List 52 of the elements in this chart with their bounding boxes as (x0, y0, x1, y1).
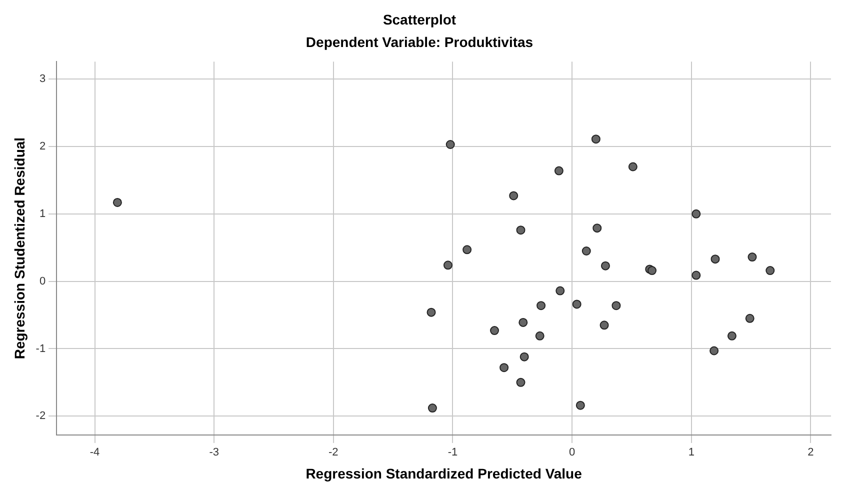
point (535, 331, 544, 340)
x-tick-label: -2 (328, 446, 338, 459)
point (112, 198, 122, 207)
x-axis-title: Regression Standardized Predicted Value (306, 465, 582, 482)
point (692, 270, 701, 280)
point (591, 134, 600, 144)
point (766, 266, 775, 276)
y-tick-label: 3 (39, 73, 46, 86)
point (490, 326, 500, 336)
point (428, 404, 437, 413)
point (556, 286, 565, 296)
point (443, 260, 452, 270)
point (727, 331, 736, 340)
point (582, 246, 591, 256)
point (692, 209, 701, 218)
point (509, 191, 518, 200)
point (520, 352, 529, 362)
point (576, 400, 585, 410)
point (745, 314, 754, 323)
point (518, 318, 528, 327)
point (500, 363, 509, 372)
point (554, 166, 564, 176)
chart-subtitle: Dependent Variable: Produktivitas (306, 34, 534, 50)
x-tick-label: -1 (448, 446, 458, 459)
point (516, 378, 526, 387)
y-tick-label: 1 (39, 208, 46, 220)
x-tick-label: -4 (90, 446, 100, 459)
x-tick-label: 2 (808, 446, 814, 459)
x-tick-label: -3 (209, 446, 219, 459)
point (612, 301, 621, 310)
point (648, 266, 657, 276)
point (710, 254, 720, 264)
point (446, 140, 455, 150)
y-tick-label: -2 (36, 410, 46, 422)
y-tick-label: -1 (36, 342, 46, 355)
point (710, 346, 719, 356)
y-tick-label: 2 (39, 140, 46, 153)
chart-title: Scatterplot (382, 11, 456, 28)
point (536, 301, 546, 310)
point (572, 300, 582, 309)
y-tick-label: 0 (39, 275, 46, 288)
y-axis-title: Regression Studentized Residual (11, 137, 28, 360)
point (600, 261, 610, 270)
point (462, 245, 472, 254)
point (592, 224, 602, 233)
point (748, 252, 757, 262)
point (600, 320, 609, 330)
point (426, 308, 436, 317)
x-tick-label: 1 (688, 446, 694, 459)
point (628, 162, 638, 172)
x-tick-label: 0 (569, 446, 576, 459)
point (516, 226, 526, 235)
